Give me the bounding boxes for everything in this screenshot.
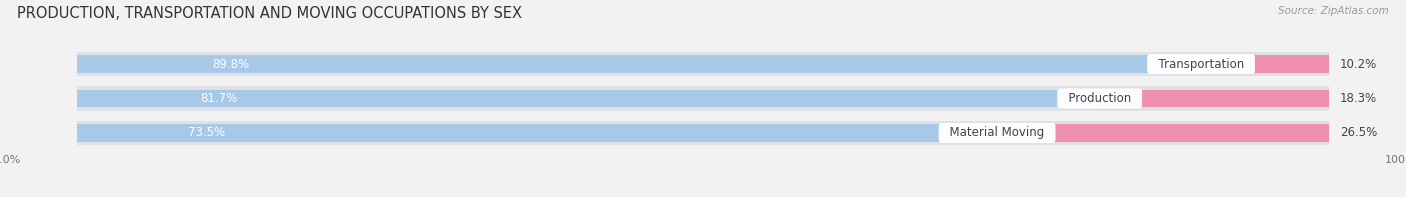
Bar <box>77 90 1099 108</box>
Text: Source: ZipAtlas.com: Source: ZipAtlas.com <box>1278 6 1389 16</box>
Text: PRODUCTION, TRANSPORTATION AND MOVING OCCUPATIONS BY SEX: PRODUCTION, TRANSPORTATION AND MOVING OC… <box>17 6 522 21</box>
Text: 89.8%: 89.8% <box>212 58 249 71</box>
Bar <box>77 52 1329 76</box>
Text: Transportation: Transportation <box>1150 58 1251 71</box>
Bar <box>77 121 1329 145</box>
Text: Material Moving: Material Moving <box>942 126 1052 139</box>
Bar <box>77 86 1329 111</box>
Bar <box>77 124 997 142</box>
Bar <box>1201 55 1329 73</box>
Bar <box>77 55 1201 73</box>
Text: 81.7%: 81.7% <box>200 92 238 105</box>
Text: Production: Production <box>1060 92 1139 105</box>
Text: 10.2%: 10.2% <box>1340 58 1376 71</box>
Bar <box>997 124 1329 142</box>
Bar <box>1099 90 1329 108</box>
Text: 73.5%: 73.5% <box>187 126 225 139</box>
Text: 26.5%: 26.5% <box>1340 126 1376 139</box>
Text: 18.3%: 18.3% <box>1340 92 1376 105</box>
